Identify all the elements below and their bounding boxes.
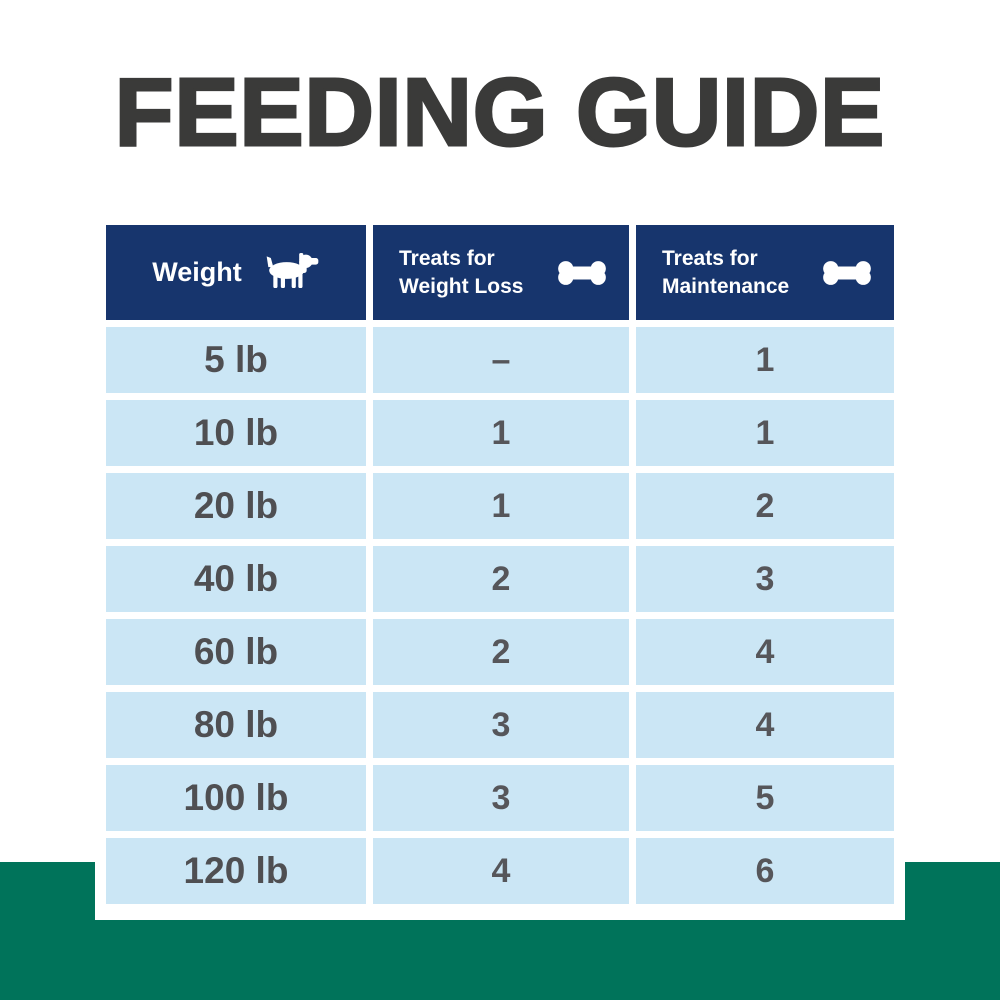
maintenance-cell: 6	[636, 838, 894, 904]
bone-icon	[557, 260, 607, 286]
header-maintenance-line1: Treats for	[662, 247, 758, 271]
weight-loss-cell: 3	[373, 692, 629, 758]
maintenance-cell: 4	[636, 619, 894, 685]
header-maintenance: Treats for Maintenance	[636, 225, 894, 320]
weight-loss-cell: 2	[373, 546, 629, 612]
maintenance-cell: 2	[636, 473, 894, 539]
header-weight: Weight	[106, 225, 366, 320]
maintenance-cell: 5	[636, 765, 894, 831]
weight-loss-cell: 1	[373, 400, 629, 466]
page-title: FEEDING GUIDE	[113, 58, 886, 168]
weight-loss-cell: 3	[373, 765, 629, 831]
bone-icon	[822, 260, 872, 286]
header-weight-loss-line1: Treats for	[399, 247, 495, 271]
weight-cell: 120 lb	[106, 838, 366, 904]
weight-cell: 10 lb	[106, 400, 366, 466]
maintenance-cell: 4	[636, 692, 894, 758]
weight-cell: 40 lb	[106, 546, 366, 612]
feeding-table: Weight	[106, 225, 894, 904]
weight-cell: 20 lb	[106, 473, 366, 539]
header-weight-label: Weight	[152, 257, 242, 287]
table-panel: Weight	[95, 225, 905, 920]
header-weight-loss: Treats for Weight Loss	[373, 225, 629, 320]
weight-cell: 100 lb	[106, 765, 366, 831]
weight-loss-cell: 2	[373, 619, 629, 685]
weight-cell: 5 lb	[106, 327, 366, 393]
weight-cell: 60 lb	[106, 619, 366, 685]
header-maintenance-line2: Maintenance	[662, 274, 790, 298]
maintenance-cell: 1	[636, 327, 894, 393]
header-weight-loss-line2: Weight Loss	[399, 274, 524, 298]
weight-loss-cell: –	[373, 327, 629, 393]
weight-loss-cell: 1	[373, 473, 629, 539]
maintenance-cell: 3	[636, 546, 894, 612]
weight-loss-cell: 4	[373, 838, 629, 904]
maintenance-cell: 1	[636, 400, 894, 466]
weight-cell: 80 lb	[106, 692, 366, 758]
dog-icon	[260, 252, 320, 293]
